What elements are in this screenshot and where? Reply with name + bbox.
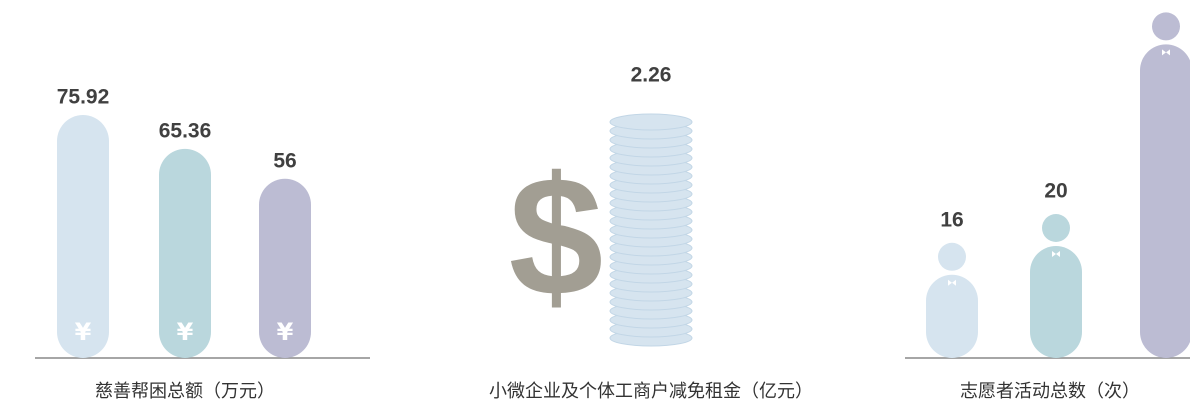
bar-icon: ¥ bbox=[75, 318, 92, 346]
person bbox=[1030, 214, 1082, 358]
value-label: 48 bbox=[1154, 0, 1178, 1]
coin bbox=[610, 114, 692, 130]
coin-stack bbox=[610, 114, 692, 346]
person-head bbox=[1152, 12, 1180, 40]
value-label: 16 bbox=[940, 208, 963, 231]
panel-title: 小微企业及个体工商户减免租金（亿元） bbox=[489, 381, 813, 402]
panel-title: 志愿者活动总数（次） bbox=[960, 381, 1140, 402]
value-label: 2.26 bbox=[631, 64, 672, 87]
value-label: 65.36 bbox=[159, 119, 212, 142]
panel-title: 慈善帮困总额（万元） bbox=[95, 381, 275, 402]
person-head bbox=[1042, 214, 1070, 242]
person-body bbox=[1140, 44, 1190, 358]
person bbox=[926, 243, 978, 358]
person-head bbox=[938, 243, 966, 271]
dollar-icon: $ bbox=[509, 142, 604, 332]
bar-icon: ¥ bbox=[277, 318, 294, 346]
value-label: 20 bbox=[1044, 180, 1067, 203]
value-label: 75.92 bbox=[57, 86, 110, 109]
infographic: 慈善帮困总额（万元） 小微企业及个体工商户减免租金（亿元） 志愿者活动总数（次）… bbox=[0, 0, 1190, 406]
bar-icon: ¥ bbox=[177, 318, 194, 346]
person-body bbox=[926, 275, 978, 358]
person-body bbox=[1030, 246, 1082, 358]
person bbox=[1140, 12, 1190, 358]
value-label: 56 bbox=[273, 149, 296, 172]
